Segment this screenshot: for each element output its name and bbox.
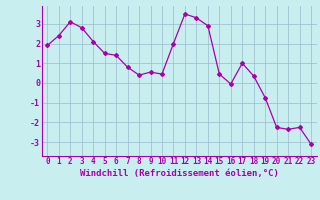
X-axis label: Windchill (Refroidissement éolien,°C): Windchill (Refroidissement éolien,°C) [80, 169, 279, 178]
